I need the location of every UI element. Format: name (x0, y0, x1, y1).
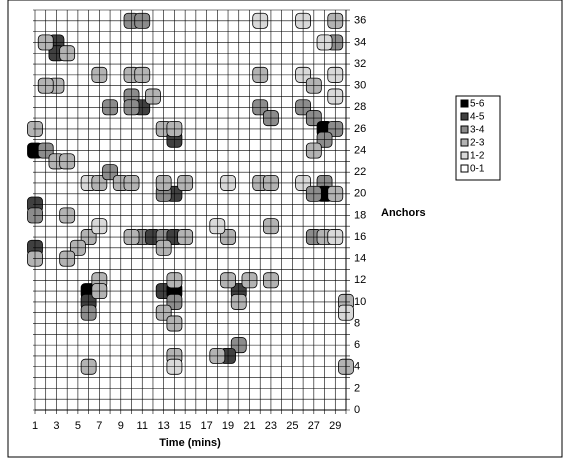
x-tick-label: 3 (53, 420, 59, 432)
y-tick-label: 22 (354, 166, 366, 178)
x-tick-label: 21 (243, 420, 255, 432)
legend-swatch (460, 99, 469, 108)
legend-swatch (460, 112, 469, 121)
legend-swatch (460, 138, 469, 147)
y-tick-label: 28 (354, 101, 366, 113)
legend-swatch (460, 164, 469, 173)
y-tick-label: 10 (354, 296, 366, 308)
y-tick-label: 20 (354, 188, 366, 200)
y-tick-label: 12 (354, 274, 366, 286)
y-tick-label: 34 (354, 36, 366, 48)
y-tick-label: 36 (354, 15, 366, 27)
x-tick-label: 29 (329, 420, 341, 432)
y-tick-label: 30 (354, 80, 366, 92)
x-tick-label: 9 (118, 420, 124, 432)
legend-label: 4-5 (470, 112, 485, 123)
y-tick-label: 4 (354, 361, 360, 373)
x-tick-label: 11 (137, 420, 148, 432)
y-tick-label: 16 (354, 231, 366, 243)
y-tick-label: 6 (354, 339, 360, 351)
legend-label: 0-1 (470, 164, 485, 175)
x-tick-label: 27 (308, 420, 320, 432)
y-tick-label: 18 (354, 209, 366, 221)
legend-swatch (460, 125, 469, 134)
x-tick-label: 7 (96, 420, 102, 432)
y-tick-label: 24 (354, 144, 366, 156)
legend-label: 3-4 (470, 125, 485, 136)
x-tick-label: 23 (265, 420, 277, 432)
x-axis-title: Time (mins) (159, 437, 221, 449)
legend-label: 1-2 (470, 151, 485, 162)
legend-swatch (460, 151, 469, 160)
y-tick-label: 32 (354, 58, 366, 70)
y-tick-label: 26 (354, 123, 366, 135)
y-tick-label: 2 (354, 382, 360, 394)
y-tick-label: 14 (354, 253, 366, 265)
x-tick-label: 25 (286, 420, 298, 432)
legend-label: 5-6 (470, 99, 485, 110)
x-tick-label: 19 (222, 420, 234, 432)
y-axis-title: Anchors (381, 207, 426, 219)
x-tick-label: 15 (179, 420, 191, 432)
x-tick-label: 5 (75, 420, 81, 432)
legend-label: 2-3 (470, 138, 485, 149)
x-tick-label: 17 (200, 420, 212, 432)
y-tick-label: 8 (354, 317, 360, 329)
x-tick-label: 13 (158, 420, 170, 432)
x-tick-label: 1 (32, 420, 38, 432)
y-tick-label: 0 (354, 404, 360, 416)
